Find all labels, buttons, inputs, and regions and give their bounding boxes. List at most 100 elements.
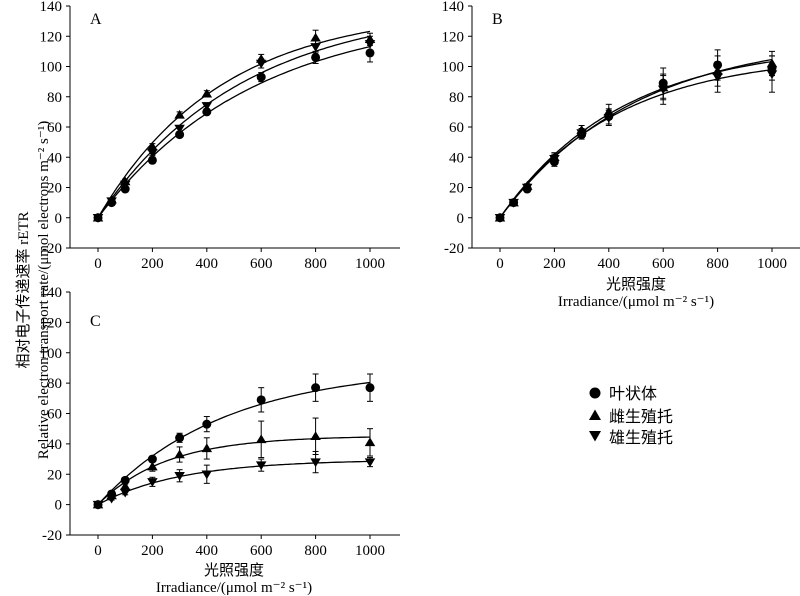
y-tick-label: 40 xyxy=(47,150,62,166)
data-point-triangle-down xyxy=(603,114,615,123)
series-triangle-up xyxy=(92,29,376,222)
y-tick-label: 20 xyxy=(47,467,62,483)
y-tick-label: -20 xyxy=(42,241,62,257)
x-tick-label: 600 xyxy=(250,543,273,559)
y-tick-label: 20 xyxy=(47,181,62,197)
y-tick-label: 0 xyxy=(55,498,63,514)
fit-curve-line xyxy=(499,60,773,219)
data-point-triangle-down xyxy=(106,494,117,504)
data-point-triangle-down xyxy=(364,458,376,468)
data-point-triangle-down xyxy=(255,59,267,69)
data-point-triangle-down xyxy=(494,214,506,223)
data-point-circle xyxy=(256,395,266,405)
data-point-triangle-down xyxy=(766,70,778,80)
data-point-triangle-down xyxy=(508,198,519,208)
x-tick-label: 200 xyxy=(141,543,164,559)
data-point-circle xyxy=(311,52,321,62)
data-point-triangle-down xyxy=(147,148,158,158)
legend-label-male-receptacle: 雄生殖托 xyxy=(609,429,673,447)
series-triangle-down xyxy=(494,55,778,223)
legend-marker-triangle-up-icon xyxy=(589,409,601,420)
panel-a: -20 0 20 40 60 80 100 120 140 0 200 400 600 800 1000 A xyxy=(40,0,400,272)
data-point-circle xyxy=(147,454,157,464)
y-tick-label: 80 xyxy=(47,90,62,106)
x-tick-label: 600 xyxy=(652,256,675,272)
legend-label-female-receptacle: 雌生殖托 xyxy=(609,408,673,426)
y-tick-label: 80 xyxy=(449,90,464,106)
data-point-triangle-up xyxy=(364,437,376,447)
data-point-triangle-down xyxy=(576,129,587,139)
data-point-triangle-up xyxy=(174,449,185,459)
y-tick-label: 0 xyxy=(55,211,63,227)
y-tick-label: 140 xyxy=(40,285,63,301)
y-tick-label: 100 xyxy=(40,346,63,362)
data-point-triangle-down xyxy=(174,124,185,134)
x-tick-label: 600 xyxy=(250,256,273,272)
panel-b: -20 0 20 40 60 80 100 120 140 0 200 400 600 800 1000 B xyxy=(442,0,800,272)
x-tick-label: 400 xyxy=(196,543,219,559)
data-point-triangle-down xyxy=(310,43,321,52)
y-tick-label: 140 xyxy=(40,0,63,15)
panel-label: C xyxy=(90,313,101,330)
y-axis-title: 相对电子传递速率 rETR Relative electron transpor… xyxy=(15,121,52,460)
x-tick-label: 0 xyxy=(94,256,102,272)
panel-c: -20 0 20 40 60 80 100 120 140 0 200 400 600 800 1000 C xyxy=(40,285,400,559)
legend-label-thallus: 叶状体 xyxy=(609,385,657,403)
data-point-circle xyxy=(147,155,157,165)
data-point-triangle-down xyxy=(521,183,533,193)
data-point-triangle-up xyxy=(310,32,321,42)
data-point-circle xyxy=(175,130,185,140)
fit-curve-line xyxy=(97,381,371,506)
legend-item-female-receptacle: 雌生殖托 xyxy=(589,408,673,426)
data-point-circle xyxy=(365,383,375,393)
data-point-triangle-up xyxy=(255,434,267,444)
data-point-triangle-down xyxy=(549,155,560,164)
data-point-circle xyxy=(175,433,185,443)
series-circle xyxy=(93,43,375,223)
y-tick-label: -20 xyxy=(444,241,464,257)
y-axis-title-line-1: 相对电子传递速率 rETR xyxy=(15,211,32,368)
y-axis-title-line-2: Relative electron transport rate/(μmol e… xyxy=(36,121,52,460)
legend: 叶状体 雌生殖托 雄生殖托 xyxy=(589,385,673,447)
y-tick-label: 40 xyxy=(47,437,62,453)
data-point-triangle-down xyxy=(92,500,104,510)
fit-curve-line xyxy=(97,436,370,506)
series-triangle-down xyxy=(92,450,376,510)
fit-curve-line xyxy=(499,58,773,219)
x-tick-label: 0 xyxy=(94,543,102,559)
data-point-triangle-up xyxy=(147,461,158,471)
y-tick-label: 100 xyxy=(40,60,63,76)
legend-item-male-receptacle: 雄生殖托 xyxy=(589,429,673,447)
panel-c-x-axis-title-en: Irradiance/(μmol m⁻² s⁻¹) xyxy=(156,580,312,596)
y-tick-label: 80 xyxy=(47,376,62,392)
y-tick-label: 120 xyxy=(40,29,63,45)
data-point-triangle-up xyxy=(310,431,321,441)
data-point-circle xyxy=(365,48,375,58)
y-tick-label: 0 xyxy=(457,211,465,227)
data-point-triangle-down xyxy=(106,197,117,207)
x-tick-label: 1000 xyxy=(757,256,787,272)
legend-marker-circle-icon xyxy=(589,387,601,399)
data-point-circle xyxy=(311,383,321,393)
x-tick-label: 200 xyxy=(141,256,164,272)
y-tick-label: 60 xyxy=(47,120,62,136)
legend-marker-triangle-down-icon xyxy=(589,431,601,442)
x-tick-label: 1000 xyxy=(355,543,385,559)
x-tick-label: 800 xyxy=(304,543,327,559)
series-circle xyxy=(93,373,375,510)
x-tick-label: 800 xyxy=(706,256,729,272)
x-tick-label: 0 xyxy=(496,256,504,272)
y-tick-label: 100 xyxy=(442,60,465,76)
data-point-triangle-down xyxy=(174,472,185,481)
y-tick-label: -20 xyxy=(42,528,62,544)
y-tick-label: 120 xyxy=(40,315,63,331)
data-point-triangle-down xyxy=(657,85,669,95)
y-tick-label: 140 xyxy=(442,0,465,15)
panel-b-x-axis-title-en: Irradiance/(μmol m⁻² s⁻¹) xyxy=(558,294,714,310)
fit-curve-line xyxy=(97,45,371,219)
panel-b-x-axis-title-cn: 光照强度 xyxy=(606,276,666,293)
series-triangle-down xyxy=(92,35,376,223)
panel-c-x-axis-title-cn: 光照强度 xyxy=(204,562,264,579)
